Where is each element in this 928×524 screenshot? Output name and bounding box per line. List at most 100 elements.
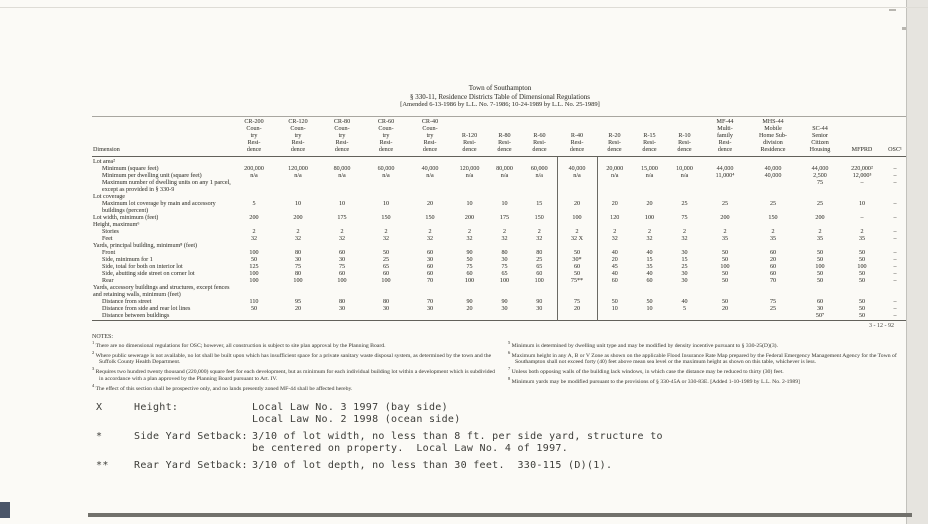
table-cell: 25 <box>382 256 390 263</box>
table-cell: 2 <box>252 228 256 235</box>
table-cell <box>522 222 557 229</box>
table-cell: 50 <box>858 270 866 277</box>
table-cell: 60 <box>769 270 777 277</box>
table-cell <box>232 222 276 229</box>
table-row: Front 100 80 60 50 60 90 80 80 50 40 40 30 50 60 50 50 – <box>92 249 908 257</box>
table-cell: 32 <box>294 235 302 242</box>
table-row: Side, abutting side street on corner lot… <box>92 270 908 278</box>
table-cell: 32 X <box>556 235 598 243</box>
table-cell: 70 <box>426 298 434 305</box>
table-cell: – <box>893 235 897 242</box>
table-cell: 150 <box>768 214 778 221</box>
table-cell: n/a <box>611 172 619 179</box>
table-cell: – <box>893 305 897 312</box>
table-cell: 32 <box>338 235 346 242</box>
table-row: Lot width, minimum (feet) 200 200 175 150 150… <box>92 214 908 222</box>
row-label: Side, minimum for 1 <box>102 256 153 263</box>
table-row: Maximum lot coverage by main and accesso… <box>92 200 908 215</box>
table-cell: 32 <box>250 235 258 242</box>
table-cell <box>842 222 882 229</box>
annotation-row: X Height: Local Law No. 3 1997 (bay side) L… <box>96 402 908 426</box>
table-row: Distance from street 110 95 80 80 70 90 90 90 75 5… <box>92 298 908 306</box>
table-cell: 150 <box>534 214 544 221</box>
table-cell <box>452 285 487 299</box>
table-cell: 200 <box>815 214 825 221</box>
table-cell: 35 <box>646 263 653 270</box>
table-cell <box>748 285 798 299</box>
notes-section: NOTES: 1 There are no dimensional regula… <box>92 334 908 393</box>
table-cell: 90 <box>466 249 473 256</box>
table-cell: 2,500 <box>813 172 827 179</box>
table-cell: 150 <box>425 214 435 221</box>
table-cell <box>364 156 408 166</box>
table-cell: 50 <box>721 277 729 284</box>
table-cell <box>702 156 748 166</box>
table-cell <box>798 156 842 166</box>
annotation-row: ** Rear Yard Setback: 3/10 of lot depth, n… <box>96 460 908 472</box>
table-cell: 60 <box>382 270 390 277</box>
annotation-row: * Side Yard Setback: 3/10 of lot width, no… <box>96 431 908 455</box>
column-header-mf44: MF-44 Multi-family Resi-dence <box>702 116 748 157</box>
table-cell: 50 <box>816 249 824 256</box>
table-cell: 200 <box>464 214 475 221</box>
table-cell: 50 <box>250 305 258 312</box>
table-cell: n/a <box>250 172 258 179</box>
table-cell: 60 <box>426 263 434 270</box>
table-cell <box>842 243 882 250</box>
table-cell: 10,000 <box>676 165 693 172</box>
table-cell: 50 <box>721 270 729 277</box>
table-cell <box>702 180 748 194</box>
table-cell <box>842 285 882 299</box>
table-cell <box>276 180 320 194</box>
annotation-text: Local Law No. 3 1997 (bay side) Local Law… <box>252 401 461 425</box>
table-cell: 80 <box>338 298 346 305</box>
table-cell <box>748 222 798 229</box>
table-cell: 100 <box>464 277 475 284</box>
table-cell: 5 <box>682 305 687 312</box>
table-cell: 30 <box>294 256 302 263</box>
table-cell: n/a <box>645 172 654 179</box>
table-cell: – <box>893 270 897 277</box>
note-number: 3 <box>92 366 95 372</box>
table-cell: 100 <box>293 277 303 284</box>
column-header-r80: R-80 Resi-dence <box>487 116 522 157</box>
dimensions-table: Dimension CR-200 Coun-try Resi-dence CR-120… <box>92 115 908 321</box>
table-cell: – <box>893 277 897 284</box>
table-cell: 20 <box>556 200 598 215</box>
table-cell: – <box>860 214 864 221</box>
notes-column-right: 5 Minimum is determined by dwelling unit… <box>508 340 906 393</box>
table-cell: 100 <box>249 277 259 284</box>
table-cell <box>702 243 748 250</box>
table-cell <box>452 313 487 321</box>
table-cell <box>748 243 798 250</box>
table-cell <box>597 313 632 321</box>
table-cell <box>408 222 452 229</box>
table-cell: 10 <box>611 305 618 312</box>
table-cell: 30 <box>501 256 508 263</box>
table-row: Stories 2 2 2 2 2 2 2 2 2 2 2 2 2 2 2 2 – <box>92 228 908 236</box>
table-cell: 50 <box>816 256 824 263</box>
table-cell <box>487 156 522 166</box>
scanned-page: Town of Southampton § 330-11, Residence … <box>0 0 908 524</box>
table-cell: 11,000⁴ <box>715 172 735 179</box>
row-label: Height, maximum⁶ <box>93 221 140 228</box>
table-cell: 50 <box>721 256 729 263</box>
table-row: Lot coverage <box>92 193 908 201</box>
table-cell <box>232 156 276 166</box>
table-cell <box>556 156 598 166</box>
table-row: Side, minimum for 1 50 30 30 25 30 50 30 25 30* 20… <box>92 256 908 264</box>
title-section: § 330-11, Residence Districts Table of D… <box>410 92 590 101</box>
column-header-dimension: Dimension <box>92 116 232 157</box>
table-cell: 20 <box>556 305 598 313</box>
table-cell: – <box>893 263 897 270</box>
table-cell: 50 <box>858 256 866 263</box>
row-label: Lot area² <box>93 158 115 165</box>
table-cell: 80 <box>382 298 390 305</box>
table-row: Lot area² <box>92 156 908 166</box>
table-cell: 2 <box>723 228 727 235</box>
note-number: 8 <box>508 376 511 382</box>
table-row: Minimum per dwelling unit (square feet) n… <box>92 172 908 180</box>
table-cell: 50 <box>721 249 729 256</box>
row-label: Feet <box>102 235 113 242</box>
table-cell: 15 <box>646 256 653 263</box>
